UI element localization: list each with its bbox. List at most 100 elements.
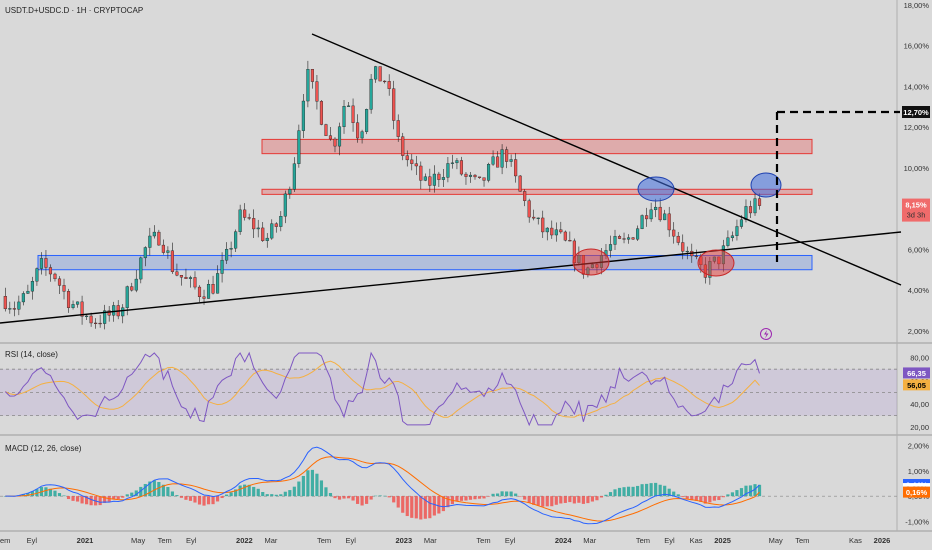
candle bbox=[202, 296, 206, 299]
time-axis-tick: Eyl bbox=[27, 536, 38, 545]
support-touch-marker bbox=[572, 248, 610, 276]
candle bbox=[44, 258, 48, 268]
macd-histogram-bar bbox=[75, 496, 80, 502]
macd-histogram-bar bbox=[170, 491, 174, 497]
candle bbox=[143, 247, 147, 259]
candle bbox=[85, 315, 89, 317]
macd-histogram-bar bbox=[608, 492, 613, 497]
candle bbox=[310, 69, 314, 82]
time-axis-tick: May bbox=[131, 536, 145, 545]
macd-histogram-bar bbox=[441, 496, 445, 512]
candle bbox=[459, 160, 464, 175]
candle bbox=[640, 215, 644, 229]
macd-histogram-bar bbox=[640, 484, 644, 497]
candle bbox=[57, 278, 62, 286]
candle bbox=[297, 130, 301, 164]
macd-histogram-bar bbox=[234, 489, 238, 497]
candle bbox=[66, 291, 71, 308]
macd-histogram-bar bbox=[279, 494, 283, 497]
candle bbox=[346, 105, 351, 107]
zone-resistance-1 bbox=[261, 188, 813, 195]
candle bbox=[568, 240, 572, 242]
candle bbox=[62, 285, 66, 292]
candle bbox=[3, 296, 7, 310]
candle bbox=[76, 301, 80, 305]
rsi-line bbox=[4, 351, 760, 427]
candle bbox=[730, 235, 734, 238]
macd-histogram-bar bbox=[310, 469, 314, 497]
symbol-title[interactable]: USDT.D+USDC.D · 1H · CRYPTOCAP bbox=[5, 6, 143, 15]
candle bbox=[225, 248, 229, 261]
macd-histogram-bar bbox=[193, 496, 197, 503]
macd-histogram-bar bbox=[89, 496, 93, 506]
macd-histogram-bar bbox=[577, 496, 581, 503]
time-axis-tick: Tem bbox=[158, 536, 172, 545]
candle bbox=[473, 174, 477, 178]
candle bbox=[112, 305, 116, 316]
macd-histogram-bar bbox=[238, 485, 242, 497]
macd-histogram-bar bbox=[536, 496, 540, 506]
macd-histogram-bar bbox=[220, 496, 224, 499]
macd-histogram-bar bbox=[527, 496, 531, 504]
candle bbox=[554, 229, 558, 236]
macd-histogram-bar bbox=[3, 496, 7, 497]
candle bbox=[188, 277, 193, 279]
macd-histogram-bar bbox=[730, 492, 735, 497]
macd-histogram-bar bbox=[581, 496, 585, 504]
candle bbox=[464, 173, 468, 177]
macd-histogram-bar bbox=[365, 496, 369, 504]
macd-histogram-bar bbox=[735, 490, 739, 497]
candle bbox=[667, 213, 671, 231]
candle bbox=[735, 226, 739, 236]
macd-histogram-bar bbox=[419, 496, 423, 520]
macd-histogram-bar bbox=[414, 496, 418, 519]
candle bbox=[229, 248, 233, 250]
candle bbox=[125, 286, 129, 308]
macd-histogram-bar bbox=[103, 496, 107, 503]
macd-histogram-bar bbox=[152, 480, 156, 497]
macd-histogram-bar bbox=[491, 493, 495, 497]
candle bbox=[206, 284, 211, 299]
macd-histogram-bar bbox=[550, 496, 554, 507]
support-touch-marker bbox=[697, 249, 735, 277]
target-badge bbox=[902, 106, 930, 118]
candle bbox=[672, 229, 676, 237]
macd-histogram-bar bbox=[532, 496, 536, 505]
price-axis-tick: 6,00% bbox=[908, 245, 930, 254]
candle bbox=[152, 231, 156, 237]
macd-histogram-bar bbox=[306, 470, 310, 497]
candle bbox=[631, 237, 635, 240]
macd-histogram-bar bbox=[143, 484, 147, 497]
rsi-title[interactable]: RSI (14, close) bbox=[5, 350, 58, 359]
macd-histogram-bar bbox=[410, 496, 414, 518]
price-axis-tick: 4,00% bbox=[908, 286, 930, 295]
macd-histogram-bar bbox=[261, 492, 265, 497]
candle bbox=[387, 81, 391, 89]
candle bbox=[392, 88, 396, 121]
macd-histogram-bar bbox=[98, 496, 102, 506]
candle bbox=[170, 250, 174, 272]
macd-histogram-bar bbox=[301, 475, 305, 497]
macd-histogram-bar bbox=[202, 496, 206, 506]
macd-histogram-bar bbox=[112, 496, 116, 500]
candle bbox=[53, 273, 57, 280]
macd-histogram-bar bbox=[206, 496, 211, 505]
macd-histogram-bar bbox=[247, 484, 251, 497]
ascending-trendline bbox=[0, 231, 902, 324]
macd-axis-tick: -1,00% bbox=[905, 517, 929, 526]
macd-histogram-bar bbox=[197, 496, 202, 505]
time-axis-tick: Tem bbox=[317, 536, 331, 545]
macd-histogram-bar bbox=[631, 486, 635, 497]
macd-histogram-bar bbox=[274, 494, 278, 497]
macd-title[interactable]: MACD (12, 26, close) bbox=[5, 444, 82, 453]
candle bbox=[39, 258, 43, 269]
candle bbox=[211, 284, 215, 294]
time-axis-tick: Mar bbox=[583, 536, 596, 545]
macd-histogram-bar bbox=[53, 490, 57, 497]
macd-histogram-bar bbox=[690, 496, 694, 501]
candle bbox=[423, 176, 427, 181]
candle bbox=[292, 163, 296, 190]
candle bbox=[496, 156, 500, 168]
